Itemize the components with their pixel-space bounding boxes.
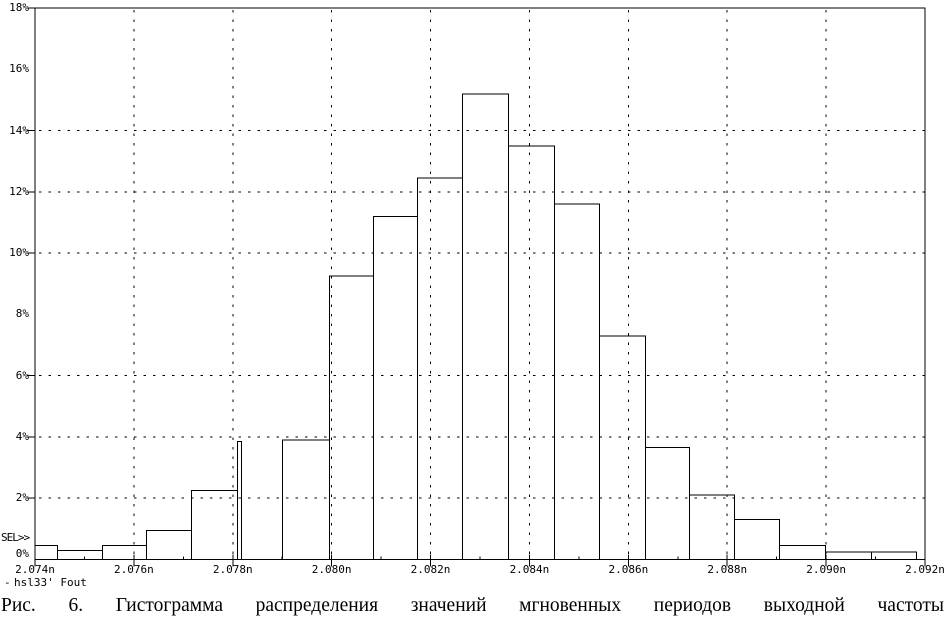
x-tick-label: 2.090n — [806, 563, 846, 576]
y-tick-label: 8% — [15, 307, 29, 321]
y-tick-label: 12% — [9, 184, 29, 198]
plot-border — [34, 7, 926, 560]
histogram-bar — [237, 441, 243, 561]
histogram-bar — [282, 439, 331, 560]
y-tick-label: 6% — [15, 368, 29, 382]
y-tick-label: 0% — [15, 546, 29, 560]
sel-indicator: SEL>> — [1, 531, 30, 544]
y-tick-label: 2% — [15, 491, 29, 505]
x-tick-label: 2.088n — [707, 563, 748, 576]
histogram-bar — [146, 529, 193, 561]
histogram-bar — [102, 545, 148, 561]
histogram-bar — [599, 335, 647, 561]
x-tick-label: 2.074n — [15, 563, 55, 576]
histogram-bar — [373, 215, 419, 560]
histogram-bar — [56, 549, 104, 561]
x-tick-label: 2.080n — [311, 563, 352, 576]
trace-legend-label: hsl33' Fout — [14, 576, 87, 589]
x-tick-label: 2.082n — [410, 563, 451, 576]
y-tick-label: 16% — [9, 62, 29, 76]
histogram-bar — [779, 545, 827, 561]
histogram-bar — [871, 551, 918, 560]
figure-caption: Рис. 6. Гистограмма распределения значен… — [1, 595, 944, 616]
y-tick-label: 10% — [9, 246, 29, 260]
histogram-plot — [27, 7, 926, 567]
x-tick-label: 2.084n — [509, 563, 550, 576]
trace-legend: - hsl33' Fout — [4, 576, 87, 589]
x-tick-label: 2.078n — [212, 563, 253, 576]
histogram-bar — [734, 519, 781, 560]
histogram-bar — [462, 93, 510, 561]
x-tick-label: 2.086n — [608, 563, 649, 576]
histogram-bar — [825, 551, 873, 560]
histogram-bar — [34, 545, 58, 561]
histogram-bar — [417, 177, 464, 560]
x-tick-label: 2.092n — [905, 563, 945, 576]
histogram-bar — [508, 145, 556, 560]
histogram-bar — [329, 275, 375, 560]
y-tick-label: 4% — [15, 429, 29, 443]
trace-legend-marker: - — [4, 576, 11, 589]
y-tick-label: 14% — [9, 123, 29, 137]
histogram-bar — [689, 494, 736, 560]
histogram-bar — [645, 447, 691, 561]
histogram-bar — [191, 490, 239, 560]
histogram-bar — [554, 203, 601, 560]
x-tick-label: 2.076n — [114, 563, 154, 576]
y-tick-label: 18% — [9, 1, 29, 14]
